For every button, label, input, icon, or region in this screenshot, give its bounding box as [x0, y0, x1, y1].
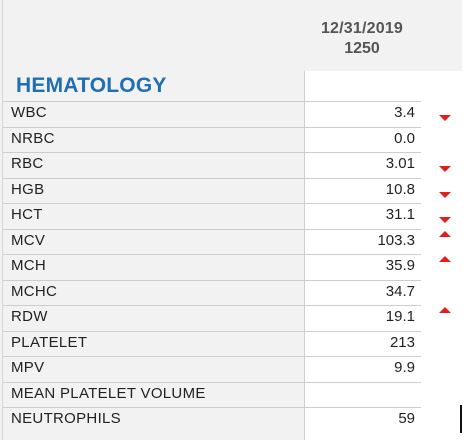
row-divider: [305, 101, 421, 102]
row-divider: [305, 305, 421, 306]
date-header-background: [304, 0, 462, 71]
row-value[interactable]: 10.8: [385, 180, 415, 198]
arrow-up-icon: [439, 306, 451, 314]
row-label: NRBC: [11, 129, 55, 147]
row-value[interactable]: 3.01: [385, 155, 415, 172]
row-label: WBC: [11, 104, 47, 121]
column-date[interactable]: 12/31/2019: [320, 20, 404, 37]
row-label: HGB: [11, 180, 45, 198]
row-divider: [3, 126, 304, 128]
row-label: PLATELET: [11, 333, 88, 351]
row-divider: [3, 407, 304, 408]
row-divider: [3, 254, 304, 255]
row-divider: [305, 177, 421, 179]
row-divider: [305, 228, 421, 230]
row-divider: [305, 381, 421, 383]
row-value[interactable]: 59: [398, 410, 415, 427]
row-label: RDW: [11, 308, 48, 325]
row-value[interactable]: 31.1: [385, 206, 415, 223]
row-value[interactable]: 34.7: [385, 282, 415, 300]
row-value[interactable]: 213: [389, 333, 415, 351]
row-divider: [3, 152, 304, 153]
column-time[interactable]: 1250: [344, 40, 380, 57]
arrow-up-icon: [439, 255, 451, 263]
row-label: NEUTROPHILS: [11, 410, 121, 427]
table-row[interactable]: MCHC 34.7: [3, 279, 460, 305]
arrow-down-icon: [439, 165, 451, 173]
row-label: MEAN PLATELET VOLUME: [11, 384, 206, 402]
table-row[interactable]: NRBC 0.0: [3, 126, 460, 152]
row-divider: [3, 305, 304, 306]
row-value[interactable]: 35.9: [385, 257, 415, 274]
row-divider: [3, 279, 304, 281]
row-divider: [3, 356, 304, 357]
table-row[interactable]: PLATELET 213: [3, 330, 460, 356]
row-divider: [3, 330, 304, 332]
row-divider: [305, 279, 421, 281]
table-row[interactable]: HGB 10.8: [3, 177, 460, 203]
table-row[interactable]: HCT 31.1: [3, 203, 460, 228]
table-row[interactable]: MPV 9.9: [3, 356, 460, 381]
left-border: [2, 0, 3, 440]
row-value[interactable]: 103.3: [377, 231, 415, 249]
row-value[interactable]: 19.1: [385, 308, 415, 325]
row-divider: [3, 177, 304, 179]
row-divider: [3, 381, 304, 383]
table-row[interactable]: MEAN PLATELET VOLUME: [3, 381, 460, 407]
row-divider: [305, 407, 421, 408]
scroll-edge: [460, 405, 462, 433]
row-divider: [305, 330, 421, 332]
table-row[interactable]: MCV 103.3: [3, 228, 460, 254]
row-label: MCHC: [11, 282, 58, 300]
row-divider: [3, 228, 304, 230]
table-row[interactable]: NEUTROPHILS 59: [3, 407, 460, 432]
arrow-down-icon: [439, 114, 451, 122]
row-label: MCH: [11, 257, 47, 274]
row-divider: [305, 254, 421, 255]
table-row[interactable]: RBC 3.01: [3, 152, 460, 177]
row-label: MPV: [11, 359, 45, 376]
row-divider: [305, 356, 421, 357]
table-row[interactable]: MCH 35.9: [3, 254, 460, 279]
arrow-down-icon: [439, 191, 451, 199]
row-divider: [3, 203, 304, 204]
row-value[interactable]: 3.4: [394, 104, 415, 121]
row-label: MCV: [11, 231, 46, 249]
section-title: HEMATOLOGY: [16, 74, 167, 97]
row-divider: [305, 203, 421, 204]
column-divider: [304, 71, 305, 440]
arrow-down-icon: [439, 216, 451, 224]
row-value[interactable]: 9.9: [394, 359, 415, 376]
table-row[interactable]: RDW 19.1: [3, 305, 460, 330]
row-label: HCT: [11, 206, 43, 223]
row-divider: [3, 101, 304, 102]
row-divider: [305, 152, 421, 153]
row-value[interactable]: 0.0: [394, 129, 415, 147]
arrow-up-icon: [439, 230, 451, 238]
table-row[interactable]: WBC 3.4: [3, 101, 460, 126]
label-column-background: [0, 0, 304, 440]
row-divider: [305, 126, 421, 128]
row-label: RBC: [11, 155, 44, 172]
